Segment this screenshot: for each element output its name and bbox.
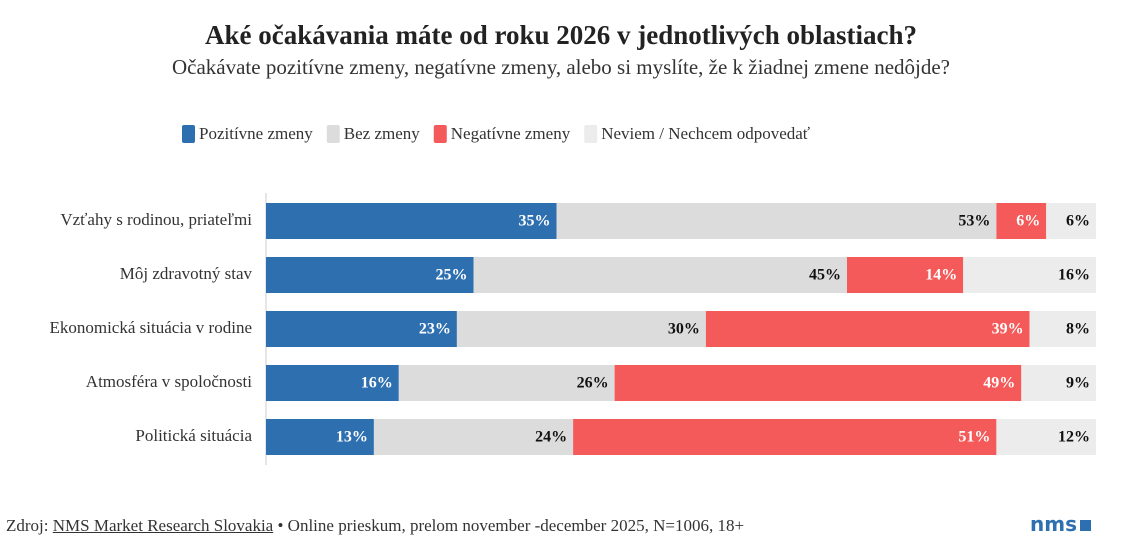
value-label: 45% [809, 267, 841, 284]
bar-segment [996, 419, 1096, 455]
bar-segment [266, 257, 474, 293]
legend-label: Negatívne zmeny [451, 124, 571, 143]
legend-swatch [584, 125, 598, 143]
chart-title: Aké očakávania máte od roku 2026 v jedno… [205, 20, 917, 50]
value-label: 8% [1066, 321, 1090, 338]
value-label: 25% [436, 267, 468, 284]
bar-segment [556, 203, 997, 239]
value-label: 12% [1058, 429, 1090, 446]
category-label: Atmosféra v spoločnosti [86, 372, 252, 391]
value-label: 14% [925, 267, 957, 284]
bar-segment [614, 365, 1022, 401]
bar-segment [473, 257, 847, 293]
legend-swatch [326, 125, 340, 143]
bar-segment [266, 419, 374, 455]
value-label: 30% [668, 321, 700, 338]
logo: nms [1030, 512, 1091, 536]
value-label: 26% [577, 375, 609, 392]
value-label: 53% [958, 213, 990, 230]
bar-segment [996, 203, 1047, 239]
source-note: • Online prieskum, prelom november -dece… [277, 516, 745, 535]
footer: Zdroj: NMS Market Research Slovakia • On… [6, 516, 744, 536]
bar-segment [1046, 203, 1096, 239]
bar-segment [266, 203, 557, 239]
legend-label: Neviem / Nechcem odpovedať [601, 124, 810, 143]
value-label: 51% [958, 429, 990, 446]
bar-segment [963, 257, 1096, 293]
bar-segment [373, 419, 574, 455]
bar-segment [1021, 365, 1096, 401]
source-link[interactable]: NMS Market Research Slovakia [52, 516, 274, 535]
bar-segment [456, 311, 706, 347]
value-label: 39% [992, 321, 1024, 338]
legend-label: Bez zmeny [344, 124, 420, 143]
category-label: Politická situácia [135, 426, 252, 445]
value-label: 23% [419, 321, 451, 338]
value-label: 9% [1066, 375, 1090, 392]
logo-text: nms [1030, 512, 1077, 536]
legend-swatch [182, 125, 195, 143]
bar-segment [573, 419, 997, 455]
bar-segment [398, 365, 615, 401]
bar-segment [705, 311, 1030, 347]
value-label: 35% [519, 213, 551, 230]
value-label: 6% [1016, 213, 1040, 230]
value-label: 49% [983, 375, 1015, 392]
legend-label: Pozitívne zmeny [199, 124, 313, 143]
value-label: 24% [535, 429, 567, 446]
bar-segment [266, 365, 399, 401]
value-label: 16% [361, 375, 393, 392]
category-label: Ekonomická situácia v rodine [49, 318, 252, 337]
chart-subtitle: Očakávate pozitívne zmeny, negatívne zme… [172, 55, 950, 79]
bar-segment [1029, 311, 1096, 347]
bar-segment [266, 311, 457, 347]
value-label: 6% [1066, 213, 1090, 230]
bar-segment [847, 257, 964, 293]
value-label: 13% [336, 429, 368, 446]
legend-swatch [433, 125, 447, 143]
category-label: Vzťahy s rodinou, priateľmi [60, 210, 252, 229]
category-label: Môj zdravotný stav [120, 264, 253, 283]
value-label: 16% [1058, 267, 1090, 284]
source-label: Zdroj: [6, 516, 49, 535]
